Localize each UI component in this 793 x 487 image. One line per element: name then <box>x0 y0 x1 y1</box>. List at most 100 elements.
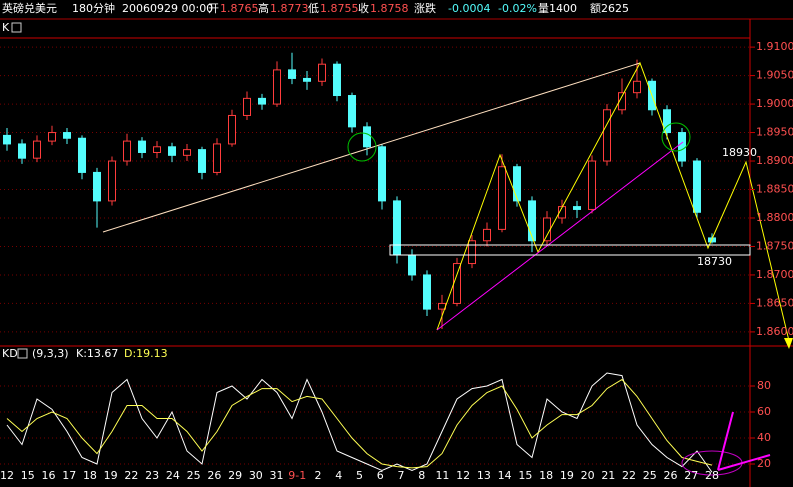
arrow-head <box>784 338 793 349</box>
x-tick-label: 19 <box>104 469 118 482</box>
arrow <box>717 454 771 471</box>
candle-body <box>423 274 431 310</box>
high: 1.8773 <box>270 2 309 15</box>
candle-body <box>303 77 311 82</box>
marker-circle <box>347 132 377 162</box>
low: 1.8755 <box>320 2 359 15</box>
change-label: 涨跌 <box>414 1 436 15</box>
kd-line <box>6 378 713 469</box>
y-tick-label: 1.9100 <box>756 40 793 53</box>
candle-body <box>228 114 236 145</box>
candle-body <box>618 92 626 111</box>
marker-circle <box>661 122 691 152</box>
candle-body <box>393 200 401 256</box>
kd-params: (9,3,3) <box>32 347 69 360</box>
volume: 量1400 <box>538 2 577 15</box>
y-tick-label: 1.8850 <box>756 183 793 196</box>
open: 1.8765 <box>220 2 259 15</box>
kd-line <box>6 372 713 473</box>
candle-body <box>93 171 101 202</box>
y-tick-label: 20 <box>757 457 771 470</box>
y-tick-label: 1.8900 <box>756 154 793 167</box>
candle-body <box>513 166 521 202</box>
candle-body <box>603 109 611 162</box>
x-tick-label: 26 <box>207 469 221 482</box>
x-tick-label: 18 <box>83 469 97 482</box>
change-pct: -0.02% <box>498 2 537 15</box>
panel-label: K <box>2 21 10 34</box>
trend-line <box>102 62 641 233</box>
x-tick-label: 15 <box>21 469 35 482</box>
y-tick-label: 40 <box>757 431 771 444</box>
y-tick-label: 1.8650 <box>756 296 793 309</box>
candle-body <box>333 63 341 97</box>
x-tick-label: 6 <box>377 469 384 482</box>
candle-body <box>483 228 491 242</box>
candle-body <box>63 132 71 139</box>
x-tick-label: 23 <box>145 469 159 482</box>
annotation-label: 18930 <box>722 146 757 159</box>
change: -0.0004 <box>448 2 490 15</box>
support-line <box>436 141 684 331</box>
low-label: 低 <box>308 2 319 15</box>
candle-body <box>213 143 221 173</box>
y-tick-label: 1.8950 <box>756 126 793 139</box>
candle-body <box>18 143 26 159</box>
range-box <box>389 244 751 256</box>
candle-body <box>678 132 686 162</box>
x-tick-label: 28 <box>705 469 719 482</box>
candle-body <box>198 149 206 173</box>
x-tick-label: 17 <box>62 469 76 482</box>
close: 1.8758 <box>370 2 409 15</box>
x-tick-label: 5 <box>356 469 363 482</box>
candle-body <box>663 109 671 134</box>
candle-body <box>498 166 506 230</box>
y-tick-label: 1.9000 <box>756 97 793 110</box>
candle-body <box>258 97 266 105</box>
candle-body <box>138 140 146 153</box>
y-tick-label: 1.8800 <box>756 211 793 224</box>
x-tick-label: 4 <box>335 469 342 482</box>
x-tick-label: 30 <box>249 469 263 482</box>
candle-body <box>273 69 281 105</box>
x-tick-label: 18 <box>539 469 553 482</box>
candle-body <box>288 69 296 79</box>
x-tick-label: 25 <box>187 469 201 482</box>
candle-body <box>588 160 596 210</box>
wave-line <box>436 61 791 346</box>
amount: 额2625 <box>590 2 629 15</box>
y-tick-label: 1.9050 <box>756 69 793 82</box>
x-tick-label: 14 <box>498 469 512 482</box>
candle-body <box>48 132 56 142</box>
collapse-icon[interactable] <box>11 22 22 33</box>
x-tick-label: 19 <box>560 469 574 482</box>
x-tick-label: 9-1 <box>288 469 306 482</box>
x-tick-label: 27 <box>684 469 698 482</box>
x-tick-label: 16 <box>41 469 55 482</box>
candle-body <box>168 146 176 156</box>
candle-body <box>543 217 551 242</box>
candle-body <box>408 254 416 276</box>
instrument: 英磅兑美元 <box>2 1 57 15</box>
collapse-icon[interactable] <box>17 348 28 359</box>
x-tick-label: 7 <box>397 469 404 482</box>
k-value: K:13.67 <box>76 347 118 360</box>
candle-body <box>3 134 11 145</box>
candle-body <box>468 240 476 265</box>
candle-body <box>348 95 356 128</box>
x-tick-label: 31 <box>270 469 284 482</box>
x-tick-label: 26 <box>664 469 678 482</box>
x-tick-label: 15 <box>518 469 532 482</box>
candle-body <box>693 160 701 213</box>
candle-body <box>573 206 581 210</box>
x-tick-label: 8 <box>418 469 425 482</box>
panel-label: KD <box>2 347 18 360</box>
candle-body <box>453 263 461 304</box>
candle-body <box>33 140 41 159</box>
period: 180分钟 <box>72 1 115 15</box>
candle-body <box>318 63 326 82</box>
candle-body <box>78 137 86 173</box>
x-tick-label: 13 <box>477 469 491 482</box>
candle-body <box>528 200 536 242</box>
